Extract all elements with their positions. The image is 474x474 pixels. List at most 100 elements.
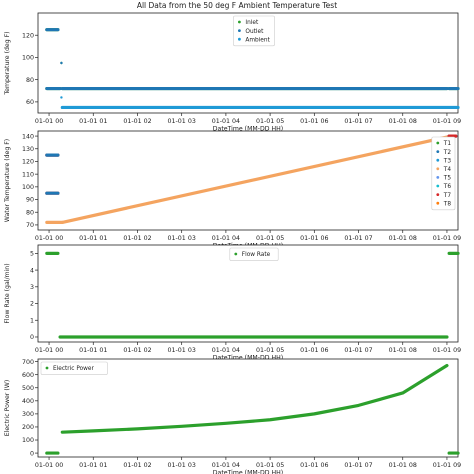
x-tick-label: 01-01 04	[212, 462, 240, 469]
x-tick-label: 01-01 09	[433, 118, 461, 125]
legend-box	[431, 136, 456, 211]
legend-marker	[238, 29, 241, 32]
y-tick-label: 120	[22, 159, 34, 166]
x-tick-label: 01-01 00	[35, 118, 63, 125]
data-point-outlet	[60, 61, 63, 65]
legend-label: T3	[443, 158, 452, 164]
legend-label: T4	[443, 167, 452, 173]
x-tick-label: 01-01 04	[212, 118, 240, 125]
legend-marker	[436, 158, 440, 162]
y-tick-label: 60	[26, 99, 34, 106]
y-tick-label: 80	[26, 209, 34, 216]
legend-marker	[436, 184, 440, 188]
data-curve-electric-power	[60, 363, 449, 434]
x-tick-label: 01-01 01	[79, 235, 107, 242]
legend-box	[233, 15, 275, 47]
x-tick-label: 01-01 01	[79, 347, 107, 354]
legend-label: Ambient	[245, 37, 270, 43]
legend-label: Outlet	[245, 29, 264, 35]
legend-marker	[436, 176, 440, 179]
x-tick-label: 01-01 06	[300, 462, 328, 469]
legend-label: T1	[443, 141, 452, 147]
x-axis-label: DateTime (MM-DD HH)	[213, 470, 283, 474]
chart-panel-1: 01-01 00 01-01 01 01-01 02 01-01 03 01-01 04…	[4, 12, 461, 133]
x-tick-label: 01-01 08	[389, 118, 417, 125]
legend-label: T8	[443, 201, 452, 207]
y-tick-label: 300	[22, 411, 34, 418]
legend-box	[40, 361, 108, 375]
data-point-ambient	[60, 96, 63, 99]
x-axis-label: DateTime (MM-DD HH)	[213, 355, 283, 362]
y-tick-label: 500	[22, 385, 34, 392]
legend: Inlet Outlet Ambient	[233, 15, 275, 47]
chart-panel-3: 01-01 00 01-01 01 01-01 02 01-01 03 01-01 04…	[4, 244, 461, 362]
x-tick-label: 01-01 03	[168, 235, 196, 242]
legend-marker	[238, 20, 241, 24]
legend-label: T7	[443, 193, 452, 199]
y-tick-label: 3	[30, 284, 34, 291]
legend-marker	[436, 193, 440, 197]
data-band-t4	[60, 134, 453, 224]
y-tick-label: 200	[22, 424, 34, 431]
x-tick-label: 01-01 07	[344, 462, 372, 469]
legend-marker	[436, 141, 440, 145]
y-tick-label: 0	[30, 450, 34, 457]
x-tick-label: 01-01 06	[300, 118, 328, 125]
x-tick-label: 01-01 07	[344, 235, 372, 242]
x-tick-label: 01-01 00	[35, 347, 63, 354]
x-tick-label: 01-01 02	[123, 118, 151, 125]
x-tick-label: 01-01 02	[123, 235, 151, 242]
x-tick-label: 01-01 02	[123, 347, 151, 354]
y-tick-label: 4	[30, 267, 34, 274]
legend-label: T5	[443, 176, 452, 182]
legend-label: Flow Rate	[242, 252, 271, 258]
x-tick-label: 01-01 03	[168, 347, 196, 354]
x-tick-label: 01-01 05	[256, 462, 284, 469]
y-tick-label: 5	[30, 251, 34, 258]
legend-label: T6	[443, 184, 452, 190]
y-tick-label: 80	[26, 77, 34, 84]
y-axis-label: Temperature (deg F)	[4, 31, 11, 95]
x-tick-label: 01-01 05	[256, 235, 284, 242]
x-tick-label: 01-01 03	[168, 118, 196, 125]
x-tick-label: 01-01 08	[389, 462, 417, 469]
y-axis-label: Water Temperature (deg F)	[4, 139, 11, 222]
legend-marker	[436, 201, 440, 205]
x-axis-label: DateTime (MM-DD HH)	[213, 126, 283, 133]
y-tick-label: 90	[26, 197, 34, 204]
x-tick-label: 01-01 04	[212, 347, 240, 354]
x-tick-label: 01-01 05	[256, 118, 284, 125]
legend-marker	[436, 150, 440, 154]
legend-box	[229, 247, 279, 261]
legend-marker	[436, 167, 440, 171]
x-tick-label: 01-01 08	[389, 347, 417, 354]
x-tick-label: 01-01 06	[300, 347, 328, 354]
x-tick-label: 01-01 09	[433, 235, 461, 242]
x-tick-label: 01-01 02	[123, 462, 151, 469]
legend-marker	[234, 252, 238, 256]
x-tick-label: 01-01 07	[344, 347, 372, 354]
y-axis-label: Electric Power (W)	[4, 380, 11, 437]
x-tick-label: 01-01 00	[35, 462, 63, 469]
legend: Electric Power	[40, 361, 108, 375]
y-tick-label: 120	[22, 32, 34, 39]
legend-marker	[238, 37, 241, 41]
legend: Flow Rate	[229, 247, 279, 261]
x-tick-label: 01-01 09	[433, 347, 461, 354]
x-tick-label: 01-01 01	[79, 462, 107, 469]
legend-label: T2	[443, 150, 452, 156]
y-tick-label: 600	[22, 372, 34, 379]
x-tick-label: 01-01 00	[35, 235, 63, 242]
y-tick-label: 2	[30, 301, 34, 308]
x-tick-label: 01-01 09	[433, 462, 461, 469]
legend-marker	[45, 366, 49, 370]
y-tick-label: 130	[22, 146, 34, 153]
x-tick-label: 01-01 05	[256, 347, 284, 354]
y-tick-label: 110	[22, 171, 34, 178]
x-tick-label: 01-01 03	[168, 462, 196, 469]
y-tick-label: 70	[26, 222, 34, 229]
plot-area	[37, 358, 459, 458]
y-tick-label: 1	[30, 317, 34, 324]
y-tick-label: 140	[22, 133, 34, 140]
